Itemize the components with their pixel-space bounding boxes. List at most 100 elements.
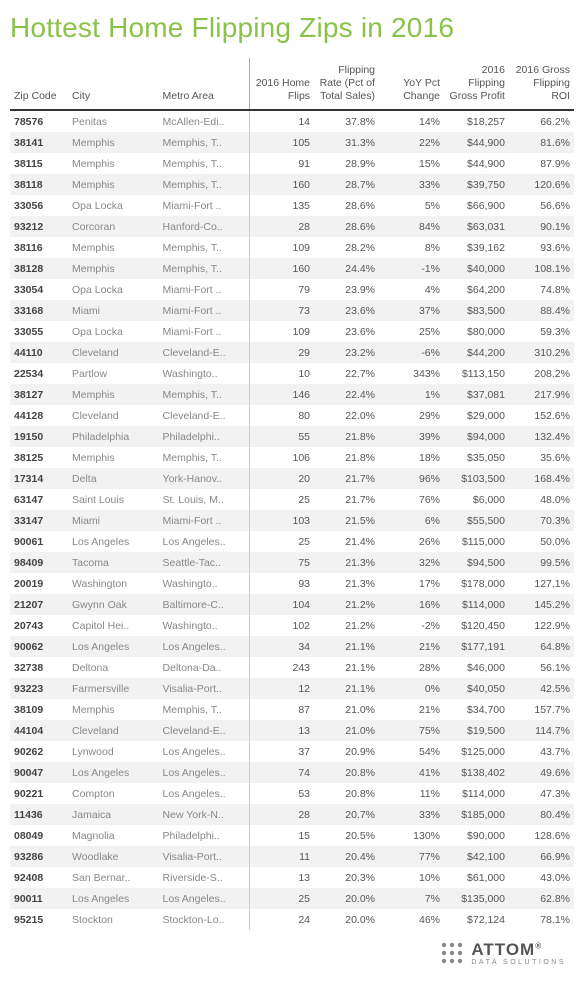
- cell-metro: Cleveland-E..: [159, 720, 250, 741]
- cell-flips: 87: [249, 699, 314, 720]
- table-row: 32738DeltonaDeltona-Da..24321.1%28%$46,0…: [10, 657, 574, 678]
- table-row: 19150PhiladelphiaPhiladelphi..5521.8%39%…: [10, 426, 574, 447]
- cell-flips: 102: [249, 615, 314, 636]
- cell-zip: 90061: [10, 531, 68, 552]
- cell-metro: Memphis, T..: [159, 132, 250, 153]
- cell-city: Cleveland: [68, 720, 159, 741]
- cell-metro: Miami-Fort ..: [159, 321, 250, 342]
- cell-roi: 208.2%: [509, 363, 574, 384]
- cell-profit: $103,500: [444, 468, 509, 489]
- cell-profit: $114,000: [444, 594, 509, 615]
- cell-roi: 42.5%: [509, 678, 574, 699]
- cell-yoy: -6%: [379, 342, 444, 363]
- cell-metro: Miami-Fort ..: [159, 195, 250, 216]
- cell-profit: $138,402: [444, 762, 509, 783]
- cell-zip: 98409: [10, 552, 68, 573]
- cell-yoy: 18%: [379, 447, 444, 468]
- cell-city: Opa Locka: [68, 321, 159, 342]
- table-row: 11436JamaicaNew York-N..2820.7%33%$185,0…: [10, 804, 574, 825]
- cell-metro: Miami-Fort ..: [159, 300, 250, 321]
- cell-roi: 120.6%: [509, 174, 574, 195]
- cell-city: Cleveland: [68, 405, 159, 426]
- cell-metro: Hanford-Co..: [159, 216, 250, 237]
- cell-metro: Baltimore-C..: [159, 594, 250, 615]
- col-rate: Flipping Rate (Pct of Total Sales): [314, 58, 379, 110]
- table-row: 21207Gwynn OakBaltimore-C..10421.2%16%$1…: [10, 594, 574, 615]
- cell-zip: 63147: [10, 489, 68, 510]
- cell-profit: $42,100: [444, 846, 509, 867]
- table-row: 90262LynwoodLos Angeles..3720.9%54%$125,…: [10, 741, 574, 762]
- cell-yoy: 11%: [379, 783, 444, 804]
- cell-roi: 66.2%: [509, 110, 574, 132]
- cell-metro: Memphis, T..: [159, 447, 250, 468]
- cell-roi: 127.1%: [509, 573, 574, 594]
- table-row: 33147MiamiMiami-Fort ..10321.5%6%$55,500…: [10, 510, 574, 531]
- cell-zip: 38115: [10, 153, 68, 174]
- cell-profit: $55,500: [444, 510, 509, 531]
- cell-profit: $114,000: [444, 783, 509, 804]
- cell-zip: 44110: [10, 342, 68, 363]
- table-row: 20019WashingtonWashingto..9321.3%17%$178…: [10, 573, 574, 594]
- cell-zip: 93212: [10, 216, 68, 237]
- cell-city: Washington: [68, 573, 159, 594]
- cell-city: Woodlake: [68, 846, 159, 867]
- cell-flips: 93: [249, 573, 314, 594]
- cell-rate: 23.6%: [314, 321, 379, 342]
- cell-profit: $40,050: [444, 678, 509, 699]
- cell-roi: 132.4%: [509, 426, 574, 447]
- cell-metro: New York-N..: [159, 804, 250, 825]
- cell-yoy: 84%: [379, 216, 444, 237]
- col-metro: Metro Area: [159, 58, 250, 110]
- cell-flips: 160: [249, 258, 314, 279]
- cell-yoy: 15%: [379, 153, 444, 174]
- col-zip: Zip Code: [10, 58, 68, 110]
- cell-metro: Visalia-Port..: [159, 678, 250, 699]
- cell-metro: Washingto..: [159, 615, 250, 636]
- cell-zip: 33056: [10, 195, 68, 216]
- page-title: Hottest Home Flipping Zips in 2016: [10, 12, 574, 44]
- cell-yoy: 33%: [379, 804, 444, 825]
- cell-city: Opa Locka: [68, 195, 159, 216]
- cell-metro: St. Louis, M..: [159, 489, 250, 510]
- cell-zip: 90047: [10, 762, 68, 783]
- cell-profit: $125,000: [444, 741, 509, 762]
- cell-city: Los Angeles: [68, 531, 159, 552]
- cell-profit: $120,450: [444, 615, 509, 636]
- cell-metro: Memphis, T..: [159, 699, 250, 720]
- cell-roi: 122.9%: [509, 615, 574, 636]
- cell-profit: $39,162: [444, 237, 509, 258]
- table-row: 44104ClevelandCleveland-E..1321.0%75%$19…: [10, 720, 574, 741]
- cell-flips: 37: [249, 741, 314, 762]
- cell-profit: $135,000: [444, 888, 509, 909]
- cell-yoy: 16%: [379, 594, 444, 615]
- cell-zip: 93223: [10, 678, 68, 699]
- cell-flips: 11: [249, 846, 314, 867]
- cell-yoy: 0%: [379, 678, 444, 699]
- cell-city: Capitol Hei..: [68, 615, 159, 636]
- cell-roi: 108.1%: [509, 258, 574, 279]
- cell-profit: $39,750: [444, 174, 509, 195]
- cell-zip: 38118: [10, 174, 68, 195]
- cell-flips: 109: [249, 237, 314, 258]
- table-row: 44110ClevelandCleveland-E..2923.2%-6%$44…: [10, 342, 574, 363]
- cell-yoy: 77%: [379, 846, 444, 867]
- cell-roi: 310.2%: [509, 342, 574, 363]
- cell-profit: $18,257: [444, 110, 509, 132]
- cell-yoy: 10%: [379, 867, 444, 888]
- table-row: 92408San Bernar..Riverside-S..1320.3%10%…: [10, 867, 574, 888]
- cell-metro: Memphis, T..: [159, 237, 250, 258]
- cell-city: Opa Locka: [68, 279, 159, 300]
- cell-city: Memphis: [68, 447, 159, 468]
- cell-flips: 91: [249, 153, 314, 174]
- cell-yoy: 21%: [379, 699, 444, 720]
- cell-roi: 157.7%: [509, 699, 574, 720]
- cell-rate: 20.5%: [314, 825, 379, 846]
- cell-roi: 59.3%: [509, 321, 574, 342]
- cell-rate: 21.7%: [314, 468, 379, 489]
- cell-roi: 128.6%: [509, 825, 574, 846]
- cell-rate: 21.1%: [314, 657, 379, 678]
- cell-flips: 15: [249, 825, 314, 846]
- cell-zip: 33054: [10, 279, 68, 300]
- cell-zip: 90062: [10, 636, 68, 657]
- cell-flips: 28: [249, 216, 314, 237]
